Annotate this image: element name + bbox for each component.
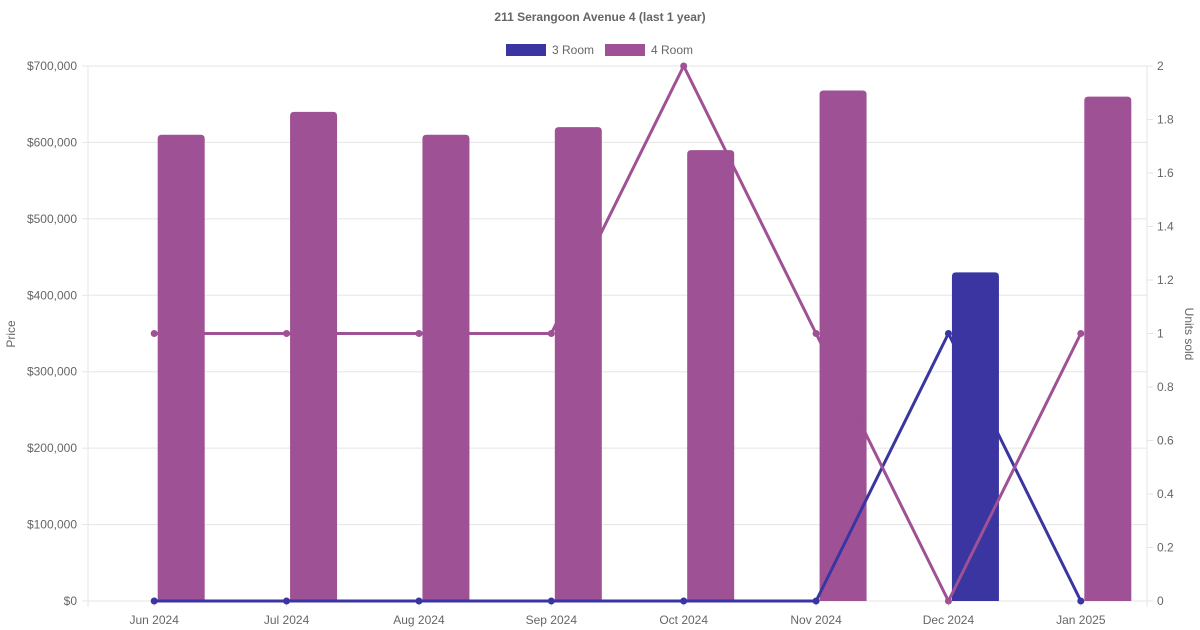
bar-4-room xyxy=(554,127,602,602)
point-3-room xyxy=(150,597,158,605)
points xyxy=(150,62,1085,605)
x-tick-label: Oct 2024 xyxy=(659,613,708,627)
point-3-room xyxy=(283,597,291,605)
gridlines xyxy=(82,65,1153,607)
x-tick-label: Jan 2025 xyxy=(1056,613,1106,627)
bar-4-room xyxy=(157,134,205,602)
point-3-room xyxy=(944,330,952,337)
bar-3-room xyxy=(951,272,999,601)
x-tick-label: Nov 2024 xyxy=(790,613,842,627)
point-4-room xyxy=(812,330,820,337)
legend-label-4-room: 4 Room xyxy=(651,43,693,57)
lines xyxy=(154,64,1083,603)
x-tick-label: Sep 2024 xyxy=(526,613,578,627)
point-3-room xyxy=(415,597,423,605)
point-4-room xyxy=(415,330,423,337)
legend-label-3-room: 3 Room xyxy=(552,43,594,57)
line-4-room xyxy=(154,64,1083,603)
point-3-room xyxy=(812,597,820,605)
left-tick-label: $500,000 xyxy=(27,212,77,226)
right-axis-title: Units sold xyxy=(1182,308,1196,361)
x-tick-label: Jul 2024 xyxy=(264,613,310,627)
right-tick-label: 1.4 xyxy=(1157,220,1174,234)
right-tick-label: 0.2 xyxy=(1157,541,1174,555)
right-tick-label: 0.6 xyxy=(1157,434,1174,448)
point-4-room xyxy=(944,597,952,605)
point-4-room xyxy=(283,330,291,337)
right-tick-label: 1.2 xyxy=(1157,273,1174,287)
legend-item-4-room[interactable]: 4 Room xyxy=(605,43,693,57)
left-tick-label: $300,000 xyxy=(27,365,77,379)
bar-4-room xyxy=(290,111,338,601)
bar-4-room xyxy=(422,134,470,602)
right-tick-label: 1.8 xyxy=(1157,113,1174,127)
point-4-room xyxy=(150,330,158,337)
left-axis-title: Price xyxy=(4,320,18,348)
x-tick-label: Aug 2024 xyxy=(393,613,445,627)
left-tick-label: $0 xyxy=(64,594,78,608)
x-axis-ticks: Jun 2024 Jul 2024 Aug 2024 Sep 2024 Oct 2024… xyxy=(129,613,1105,627)
bars xyxy=(157,90,1132,602)
chart-title: 211 Serangoon Avenue 4 (last 1 year) xyxy=(494,10,705,24)
right-tick-label: 1.6 xyxy=(1157,166,1174,180)
legend-item-3-room[interactable]: 3 Room xyxy=(506,43,594,57)
right-tick-label: 1 xyxy=(1157,327,1164,341)
point-4-room xyxy=(680,62,688,70)
left-tick-label: $100,000 xyxy=(27,518,77,532)
x-tick-label: Dec 2024 xyxy=(923,613,975,627)
right-tick-label: 2 xyxy=(1157,59,1164,73)
left-axis-ticks: $0 $100,000 $200,000 $300,000 $400,000 $500,0… xyxy=(27,59,77,608)
point-3-room xyxy=(680,597,688,605)
legend: 3 Room 4 Room xyxy=(506,43,693,57)
point-3-room xyxy=(547,597,555,605)
left-tick-label: $700,000 xyxy=(27,59,77,73)
left-tick-label: $200,000 xyxy=(27,441,77,455)
legend-swatch-4-room xyxy=(605,44,645,56)
bar-4-room xyxy=(687,150,735,602)
right-tick-label: 0.8 xyxy=(1157,380,1174,394)
right-tick-label: 0.4 xyxy=(1157,487,1174,501)
point-4-room xyxy=(547,330,555,337)
line-3-room xyxy=(154,332,1083,603)
point-4-room xyxy=(1077,330,1085,337)
left-tick-label: $600,000 xyxy=(27,135,77,149)
right-axis-ticks: 0 0.2 0.4 0.6 0.8 1 1.2 1.4 1.6 1.8 2 xyxy=(1157,59,1174,608)
bar-4-room xyxy=(819,90,867,601)
right-tick-label: 0 xyxy=(1157,594,1164,608)
point-3-room xyxy=(1077,597,1085,605)
left-tick-label: $400,000 xyxy=(27,288,77,302)
bar-4-room xyxy=(1084,96,1132,602)
x-tick-label: Jun 2024 xyxy=(129,613,179,627)
legend-swatch-3-room xyxy=(506,44,546,56)
